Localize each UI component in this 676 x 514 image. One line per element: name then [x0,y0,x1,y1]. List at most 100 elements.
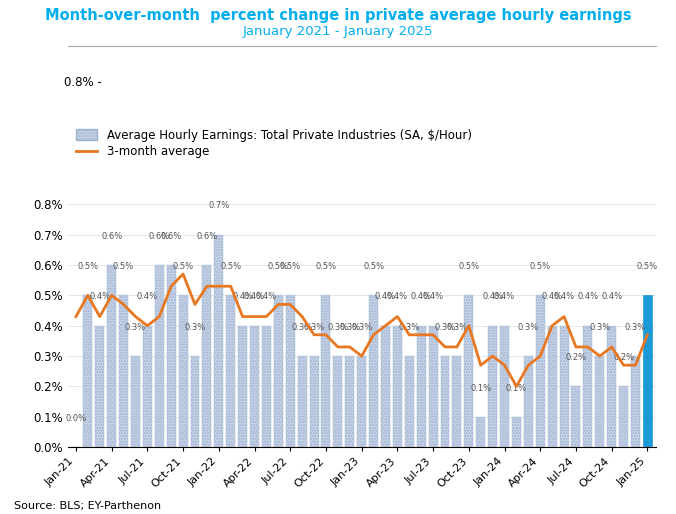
Text: 0.4%: 0.4% [256,292,277,301]
Bar [452,356,461,447]
Text: 0.4%: 0.4% [244,292,265,301]
Text: 0.5%: 0.5% [220,262,241,271]
Bar [488,326,497,447]
Bar [524,356,533,447]
Bar [107,265,116,447]
Bar [143,326,152,447]
Text: 0.3%: 0.3% [351,323,372,332]
Text: 0.1%: 0.1% [470,383,491,393]
Bar [226,296,235,447]
Text: 0.3%: 0.3% [327,323,348,332]
Bar [477,417,485,447]
Bar [548,326,556,447]
Bar [167,265,176,447]
Text: 0.5%: 0.5% [458,262,479,271]
Bar [441,356,450,447]
Text: 0.5%: 0.5% [268,262,289,271]
Bar [310,356,318,447]
Text: January 2021 - January 2025: January 2021 - January 2025 [243,25,433,38]
Text: 0.4%: 0.4% [137,292,158,301]
Bar [131,356,140,447]
Text: 0.4%: 0.4% [541,292,562,301]
Text: 0.5%: 0.5% [637,262,658,271]
Bar [500,326,509,447]
Text: 0.5%: 0.5% [530,262,551,271]
Bar [571,387,581,447]
Bar [619,387,628,447]
Text: 0.0%: 0.0% [66,414,87,423]
Bar [345,356,354,447]
Bar [238,326,247,447]
Text: 0.4%: 0.4% [554,292,575,301]
Text: Month-over-month  percent change in private average hourly earnings: Month-over-month percent change in priva… [45,8,631,23]
Text: 0.3%: 0.3% [589,323,610,332]
Bar [381,326,390,447]
Text: 0.4%: 0.4% [232,292,254,301]
Text: 0.5%: 0.5% [280,262,301,271]
Text: 0.3%: 0.3% [291,323,313,332]
Text: 0.5%: 0.5% [113,262,134,271]
Text: 0.4%: 0.4% [410,292,432,301]
Text: 0.3%: 0.3% [304,323,324,332]
Bar [357,356,366,447]
Bar [596,356,604,447]
Bar [416,326,426,447]
Bar [262,326,271,447]
Text: 0.5%: 0.5% [316,262,337,271]
Bar [631,356,640,447]
Text: 0.4%: 0.4% [89,292,110,301]
Text: 0.3%: 0.3% [446,323,468,332]
Bar [286,296,295,447]
Text: 0.4%: 0.4% [494,292,515,301]
Text: 0.2%: 0.2% [613,353,634,362]
Text: 0.5%: 0.5% [172,262,193,271]
Text: 0.6%: 0.6% [149,232,170,241]
Bar [250,326,259,447]
Text: 0.2%: 0.2% [565,353,587,362]
Text: 0.4%: 0.4% [601,292,622,301]
Bar [536,296,545,447]
Text: 0.6%: 0.6% [161,232,182,241]
Text: 0.4%: 0.4% [375,292,396,301]
Bar [95,326,104,447]
Legend: Average Hourly Earnings: Total Private Industries (SA, $/Hour), 3-month average: Average Hourly Earnings: Total Private I… [74,126,474,161]
Bar [191,356,199,447]
Text: 0.3%: 0.3% [125,323,146,332]
Text: 0.3%: 0.3% [518,323,539,332]
Bar [607,326,616,447]
Text: 0.3%: 0.3% [435,323,456,332]
Text: 0.5%: 0.5% [363,262,384,271]
Bar [560,326,569,447]
Text: 0.4%: 0.4% [577,292,598,301]
Bar [119,296,128,447]
Text: 0.3%: 0.3% [339,323,360,332]
Bar [643,296,652,447]
Bar [512,417,521,447]
Text: 0.4%: 0.4% [387,292,408,301]
Text: Source: BLS; EY-Parthenon: Source: BLS; EY-Parthenon [14,502,161,511]
Text: 0.4%: 0.4% [482,292,503,301]
Text: 0.8% -: 0.8% - [64,76,102,89]
Bar [274,296,283,447]
Text: 0.6%: 0.6% [101,232,122,241]
Bar [369,296,378,447]
Bar [333,356,342,447]
Text: 0.1%: 0.1% [506,383,527,393]
Bar [429,326,437,447]
Bar [83,296,93,447]
Bar [405,356,414,447]
Bar [322,296,331,447]
Bar [297,356,307,447]
Bar [583,326,592,447]
Bar [155,265,164,447]
Text: 0.6%: 0.6% [196,232,218,241]
Bar [393,326,402,447]
Text: 0.3%: 0.3% [185,323,206,332]
Bar [214,234,223,447]
Text: 0.3%: 0.3% [625,323,646,332]
Text: 0.7%: 0.7% [208,201,229,210]
Bar [178,296,187,447]
Text: 0.4%: 0.4% [422,292,443,301]
Text: 0.3%: 0.3% [399,323,420,332]
Text: 0.5%: 0.5% [77,262,99,271]
